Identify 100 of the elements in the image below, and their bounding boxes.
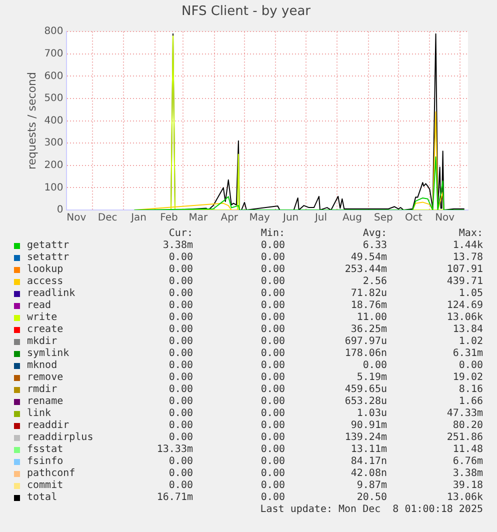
- text: 0.00: [260, 264, 285, 275]
- text: 0.00: [168, 300, 193, 311]
- text: 0.00: [260, 444, 285, 455]
- legend-label: access: [27, 276, 64, 287]
- text: 39.18: [452, 480, 483, 491]
- text: 459.65u: [344, 384, 387, 395]
- text: 0.00: [168, 480, 193, 491]
- x-tick-label: Aug: [342, 212, 362, 224]
- text: Avg:: [362, 228, 387, 239]
- text: 0.00: [362, 360, 387, 371]
- y-tick-label: 200: [44, 160, 64, 171]
- text: 71.82u: [350, 288, 387, 299]
- legend-label: fsinfo: [27, 456, 64, 467]
- text: 139.24m: [344, 432, 387, 443]
- text: Last update: Mon Dec 8 01:00:18 2025: [260, 504, 483, 515]
- text: 0.00: [260, 432, 285, 443]
- x-tick-label: Dec: [98, 212, 118, 224]
- y-tick-label: 800: [44, 26, 64, 38]
- text: 253.44m: [344, 264, 387, 275]
- text: 0.00: [260, 276, 285, 287]
- text: 0.00: [260, 288, 285, 299]
- x-tick-label: Nov: [66, 212, 86, 224]
- text: 3.38m: [452, 468, 483, 479]
- text: 1.66: [458, 396, 483, 407]
- legend-label: link: [27, 408, 52, 419]
- y-tick-label: 300: [44, 138, 64, 149]
- text: 0.00: [260, 360, 285, 371]
- x-tick-label: Jun: [282, 212, 299, 224]
- text: 13.78: [452, 252, 483, 263]
- text: 251.86: [446, 432, 483, 443]
- text: 439.71: [446, 276, 483, 287]
- text: 2.56: [362, 276, 387, 287]
- x-tick-label: Apr: [220, 212, 239, 224]
- text: 0.00: [168, 456, 193, 467]
- text: 6.31m: [452, 348, 483, 359]
- legend-label: rmdir: [27, 384, 58, 395]
- text: 0.00: [168, 408, 193, 419]
- text: 0.00: [260, 480, 285, 491]
- text: 1.02: [458, 336, 483, 347]
- text: 0.00: [168, 468, 193, 479]
- text: 0.00: [168, 336, 193, 347]
- text: 0.00: [168, 276, 193, 287]
- y-tick-label: 700: [44, 48, 64, 60]
- legend-label: rename: [27, 396, 64, 407]
- text: 0.00: [260, 396, 285, 407]
- legend-label: commit: [27, 480, 64, 491]
- y-tick-label: 500: [44, 93, 64, 104]
- text: 124.69: [446, 300, 483, 311]
- legend-label: lookup: [27, 264, 64, 275]
- text: 107.91: [446, 264, 483, 275]
- y-axis-title: requests / second: [25, 72, 38, 170]
- text: 13.11m: [350, 444, 387, 455]
- x-tick-label: Jan: [130, 212, 146, 224]
- text: 0.00: [168, 312, 193, 323]
- x-tick-label: Mar: [188, 212, 208, 224]
- legend-label: write: [27, 312, 58, 323]
- text: 1.44k: [452, 240, 483, 251]
- text: 90.91m: [350, 420, 387, 431]
- text: 16.71m: [156, 492, 193, 503]
- text: 11.48: [452, 444, 483, 455]
- text: 0.00: [168, 252, 193, 263]
- legend-label: remove: [27, 372, 64, 383]
- text: Cur:: [168, 228, 193, 239]
- text: 0.00: [260, 324, 285, 335]
- x-tick-label: May: [249, 212, 270, 224]
- legend-label: create: [27, 324, 64, 335]
- text: 13.84: [452, 324, 483, 335]
- text: 11.00: [356, 312, 387, 323]
- text: 13.06k: [446, 312, 483, 323]
- text: 0.00: [260, 300, 285, 311]
- text: 0.00: [260, 492, 285, 503]
- x-tick-label: Jul: [314, 212, 328, 224]
- text: 0.00: [168, 432, 193, 443]
- legend-label: readdirplus: [27, 432, 94, 443]
- text: 0.00: [168, 264, 193, 275]
- text: 42.08n: [350, 468, 387, 479]
- text: 20.50: [356, 492, 387, 503]
- text: 3.38m: [162, 240, 193, 251]
- text: 653.28u: [344, 396, 387, 407]
- text: 49.54m: [350, 252, 387, 263]
- text: 0.00: [260, 336, 285, 347]
- text: 0.00: [260, 240, 285, 251]
- text: 0.00: [168, 396, 193, 407]
- chart-title: NFS Client - by year: [181, 4, 312, 20]
- text: 0.00: [260, 372, 285, 383]
- text: 0.00: [168, 360, 193, 371]
- legend-label: mkdir: [27, 336, 58, 347]
- legend-label: read: [27, 300, 52, 311]
- x-tick-label: Nov: [435, 212, 455, 224]
- legend-label: readdir: [27, 420, 70, 431]
- text: 0.00: [260, 384, 285, 395]
- text: 0.00: [168, 324, 193, 335]
- text: 0.00: [458, 360, 483, 371]
- text: 0.00: [260, 456, 285, 467]
- x-tick-label: Oct: [404, 212, 422, 224]
- text: 0.00: [260, 312, 285, 323]
- text: 0.00: [260, 252, 285, 263]
- text: 5.19m: [356, 372, 387, 383]
- y-tick-label: 100: [44, 182, 64, 194]
- text: 80.20: [452, 420, 483, 431]
